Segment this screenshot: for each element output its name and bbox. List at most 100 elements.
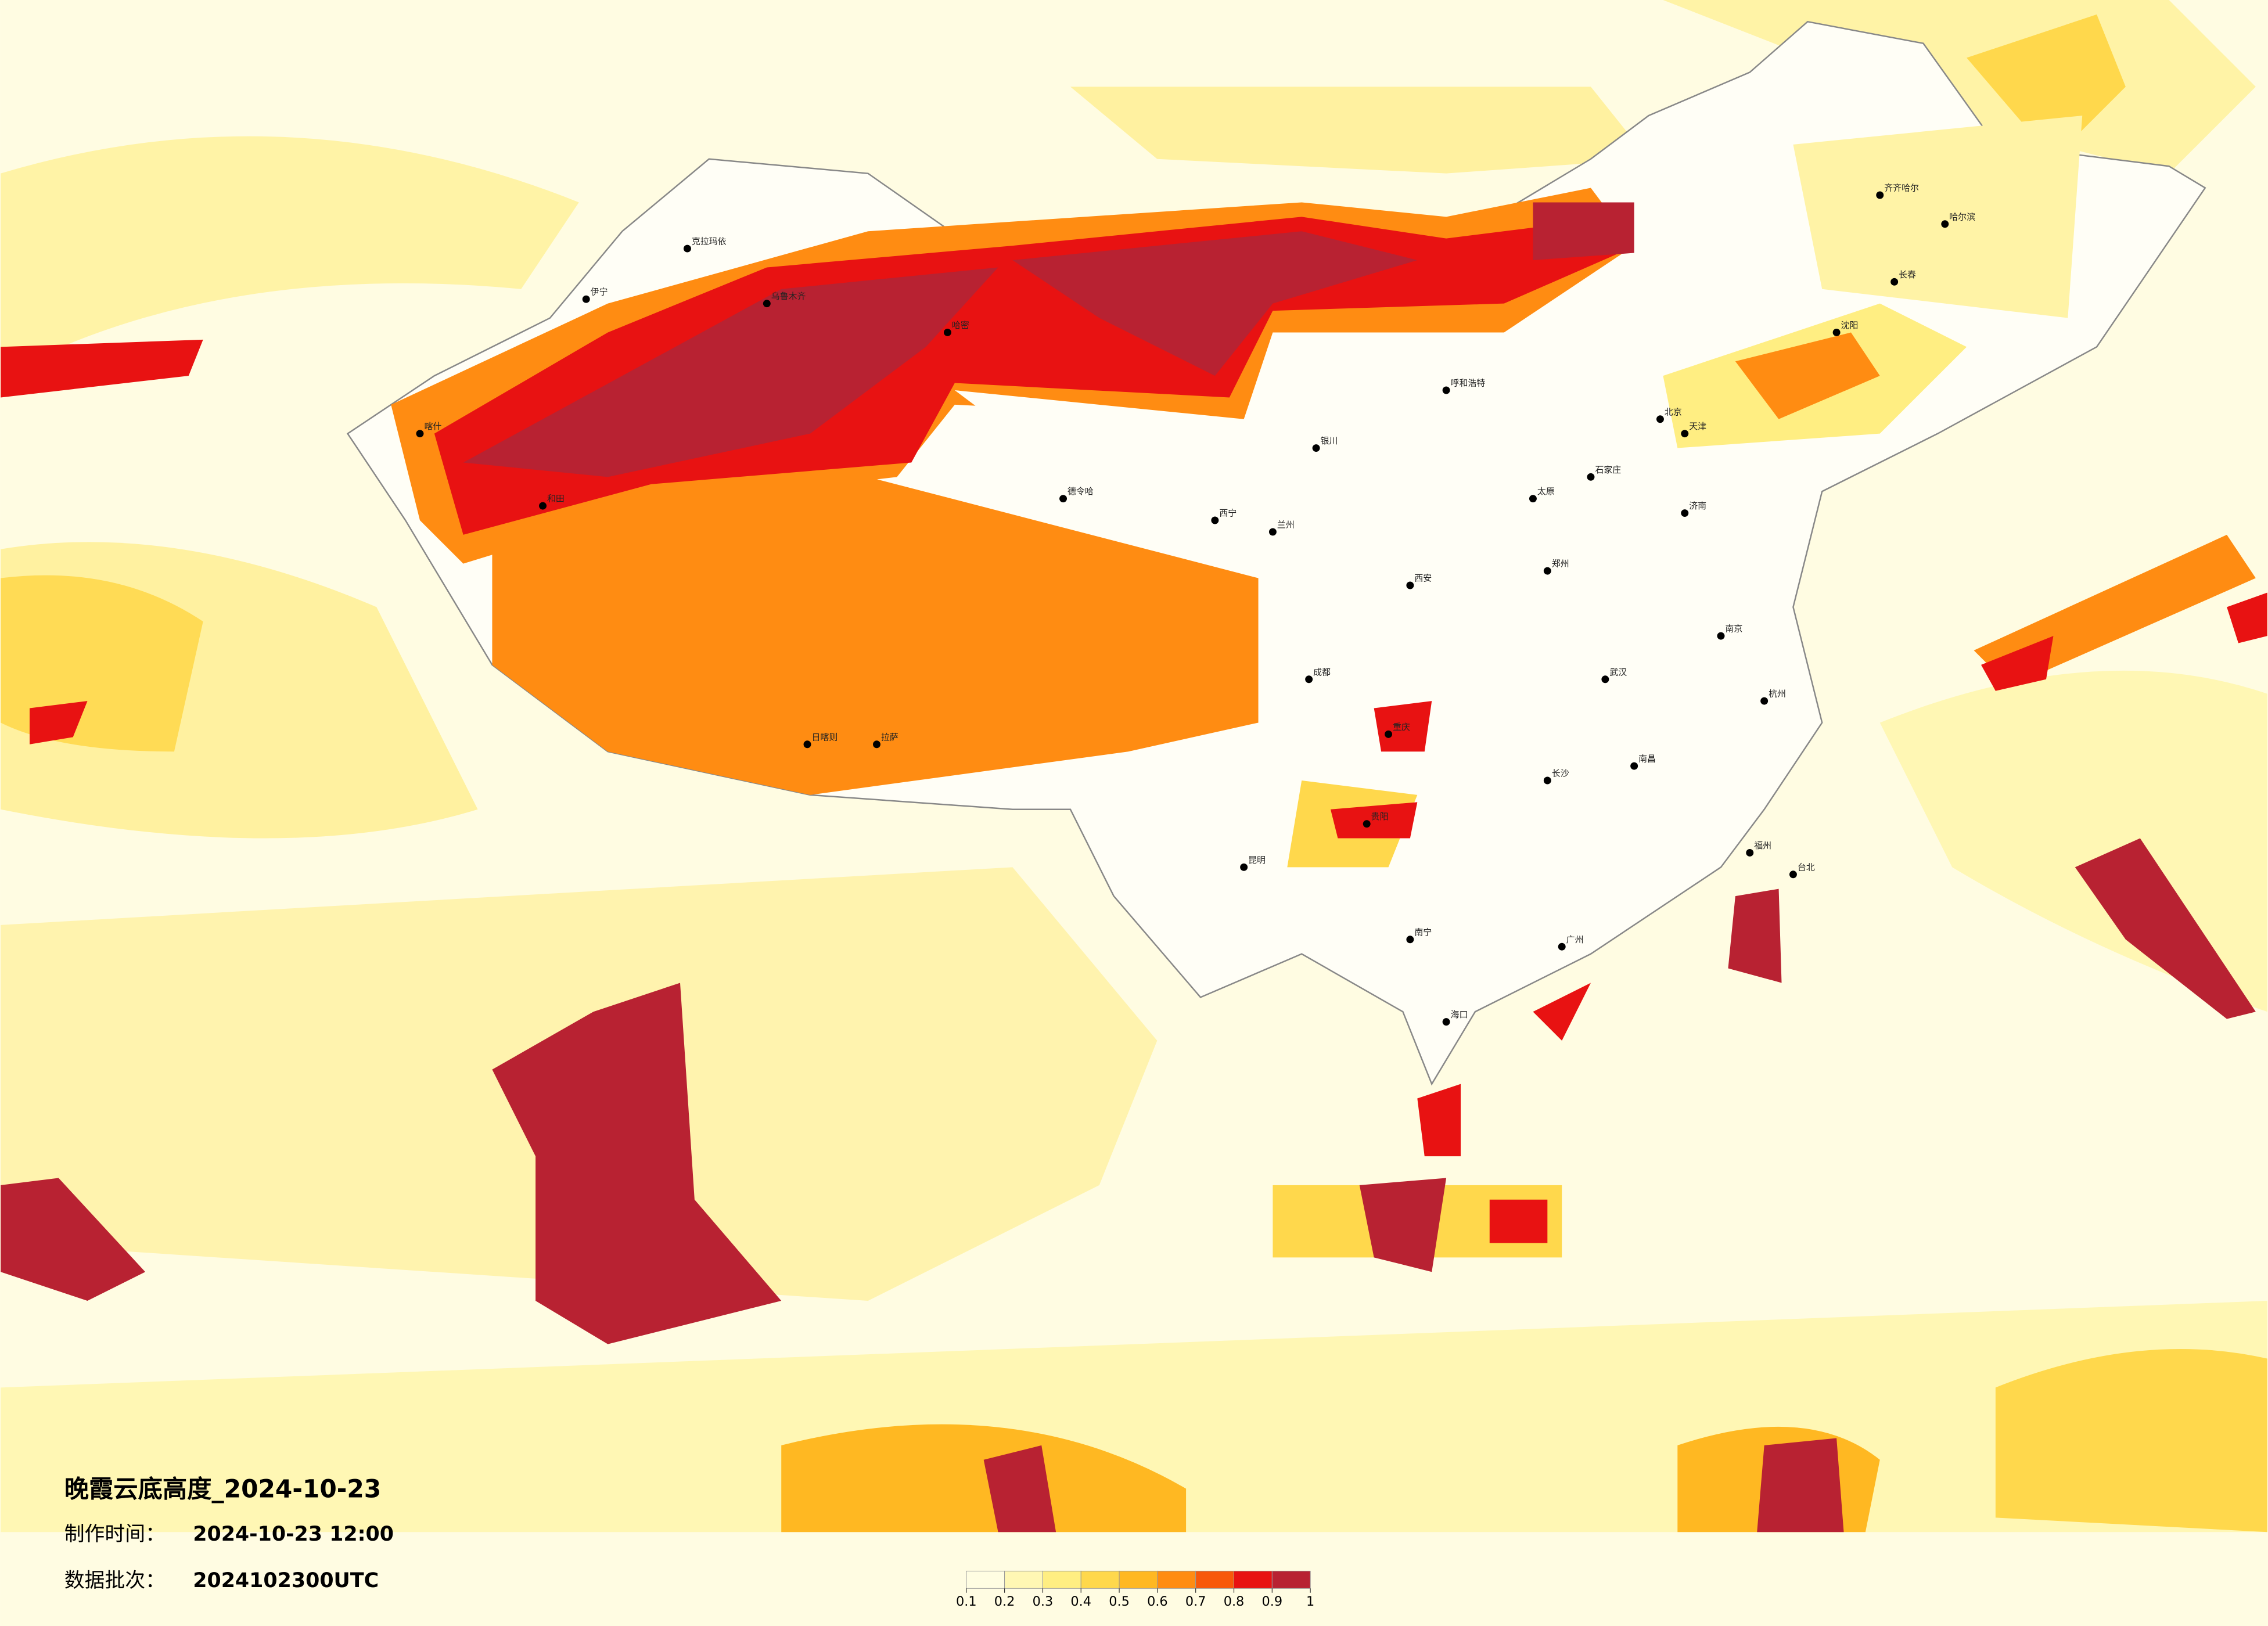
city-dot [1305,675,1313,684]
city-label: 石家庄 [1595,465,1621,475]
city-label: 天津 [1689,421,1706,431]
city-label: 呼和浩特 [1451,378,1486,388]
city-dot [763,300,771,308]
city-dot [683,244,691,253]
city-label: 贵阳 [1371,811,1389,822]
city-dot [1681,509,1689,517]
city-dot [416,430,424,438]
info-label: 制作时间： [64,1523,166,1546]
city-label: 福州 [1754,840,1771,851]
info-label: 数据批次： [64,1569,166,1592]
city-dot [1601,675,1609,684]
city-dot [1656,415,1664,423]
info-value: 2024-10-23 12:00 [193,1523,394,1546]
city-label: 西宁 [1219,508,1237,519]
city-dot [1385,730,1393,738]
colorbar-tick-label: 0.6 [1147,1594,1168,1609]
colorbar: 0.1 0.2 0.3 0.4 0.5 0.6 0.7 0.8 0.9 1 [956,1570,1314,1609]
city-label: 长沙 [1552,768,1569,779]
city-dot [1558,942,1566,951]
colorbar-swatch [1080,1570,1120,1589]
city-dot [1543,776,1551,785]
city-label: 德令哈 [1067,486,1094,497]
city-label: 武汉 [1609,667,1627,677]
city-label: 广州 [1566,934,1584,945]
city-dot [1760,697,1769,705]
city-dot [1789,870,1797,879]
city-dot [1746,848,1754,857]
city-dot [1268,528,1277,536]
city-label: 杭州 [1769,689,1786,699]
city-dot [1876,191,1884,199]
city-label: 长春 [1899,269,1916,280]
city-dot [1442,386,1450,394]
city-dot [1890,278,1899,286]
colorbar-tick-label: 0.1 [956,1594,977,1609]
colorbar-swatch [1119,1570,1158,1589]
city-dot [539,502,547,510]
colorbar-tick-label: 0.5 [1109,1594,1130,1609]
colorbar-tick-label: 0.7 [1185,1594,1206,1609]
city-label: 乌鲁木齐 [771,291,806,301]
city-dot [1717,632,1725,640]
city-label: 和田 [547,494,565,504]
city-label: 南昌 [1638,754,1656,764]
city-dot [803,740,811,749]
map-title: 晚霞云底高度_2024-10-23 [64,1474,381,1503]
city-label: 成都 [1313,667,1331,677]
city-label: 昆明 [1248,855,1266,865]
city-label: 哈尔滨 [1949,211,1975,222]
city-label: 郑州 [1552,559,1569,569]
colorbar-swatch [1271,1570,1311,1589]
city-dot [1211,516,1219,524]
colorbar-tick-label: 0.3 [1033,1594,1054,1609]
city-label: 伊宁 [591,287,608,297]
city-dot [1832,328,1841,336]
city-dot [1543,567,1551,575]
city-dot [1941,220,1949,228]
colorbar-swatch [1195,1570,1235,1589]
colorbar-swatch [1157,1570,1196,1589]
city-dot [1240,863,1248,871]
colorbar-tick-label: 0.9 [1262,1594,1283,1609]
colorbar-swatch [966,1570,1005,1589]
city-dot [1312,444,1320,452]
city-dot [1363,820,1371,828]
city-label: 沈阳 [1841,320,1859,330]
cloud-fields [1,116,2256,1344]
city-dot [1529,495,1537,503]
city-dot [873,740,880,749]
city-label: 日喀则 [811,732,838,742]
city-label: 齐齐哈尔 [1884,183,1919,193]
city-dot [1587,473,1595,481]
city-label: 北京 [1665,406,1682,417]
city-dot [1442,1018,1450,1026]
city-label: 南京 [1725,624,1742,634]
city-label: 哈密 [952,320,969,330]
city-dot [1630,762,1638,770]
city-dot [1681,430,1689,438]
city-label: 兰州 [1277,519,1295,530]
city-label: 济南 [1689,501,1706,511]
city-label: 拉萨 [881,732,898,742]
city-dot [1406,936,1414,944]
city-dot [1059,495,1067,503]
city-label: 南宁 [1414,927,1432,937]
city-label: 西安 [1414,573,1432,584]
city-label: 海口 [1451,1009,1468,1020]
city-label: 克拉玛依 [692,236,727,247]
city-label: 重庆 [1393,722,1410,732]
city-dot [943,328,951,336]
colorbar-swatch [1042,1570,1081,1589]
city-label: 太原 [1537,486,1555,497]
city-dot [1406,581,1414,589]
colorbar-tick-label: 0.2 [994,1594,1015,1609]
colorbar-swatch [1004,1570,1043,1589]
colorbar-tick-label: 1 [1306,1594,1314,1609]
colorbar-swatch [1234,1570,1273,1589]
city-label: 台北 [1798,862,1815,872]
city-label: 喀什 [424,421,441,431]
